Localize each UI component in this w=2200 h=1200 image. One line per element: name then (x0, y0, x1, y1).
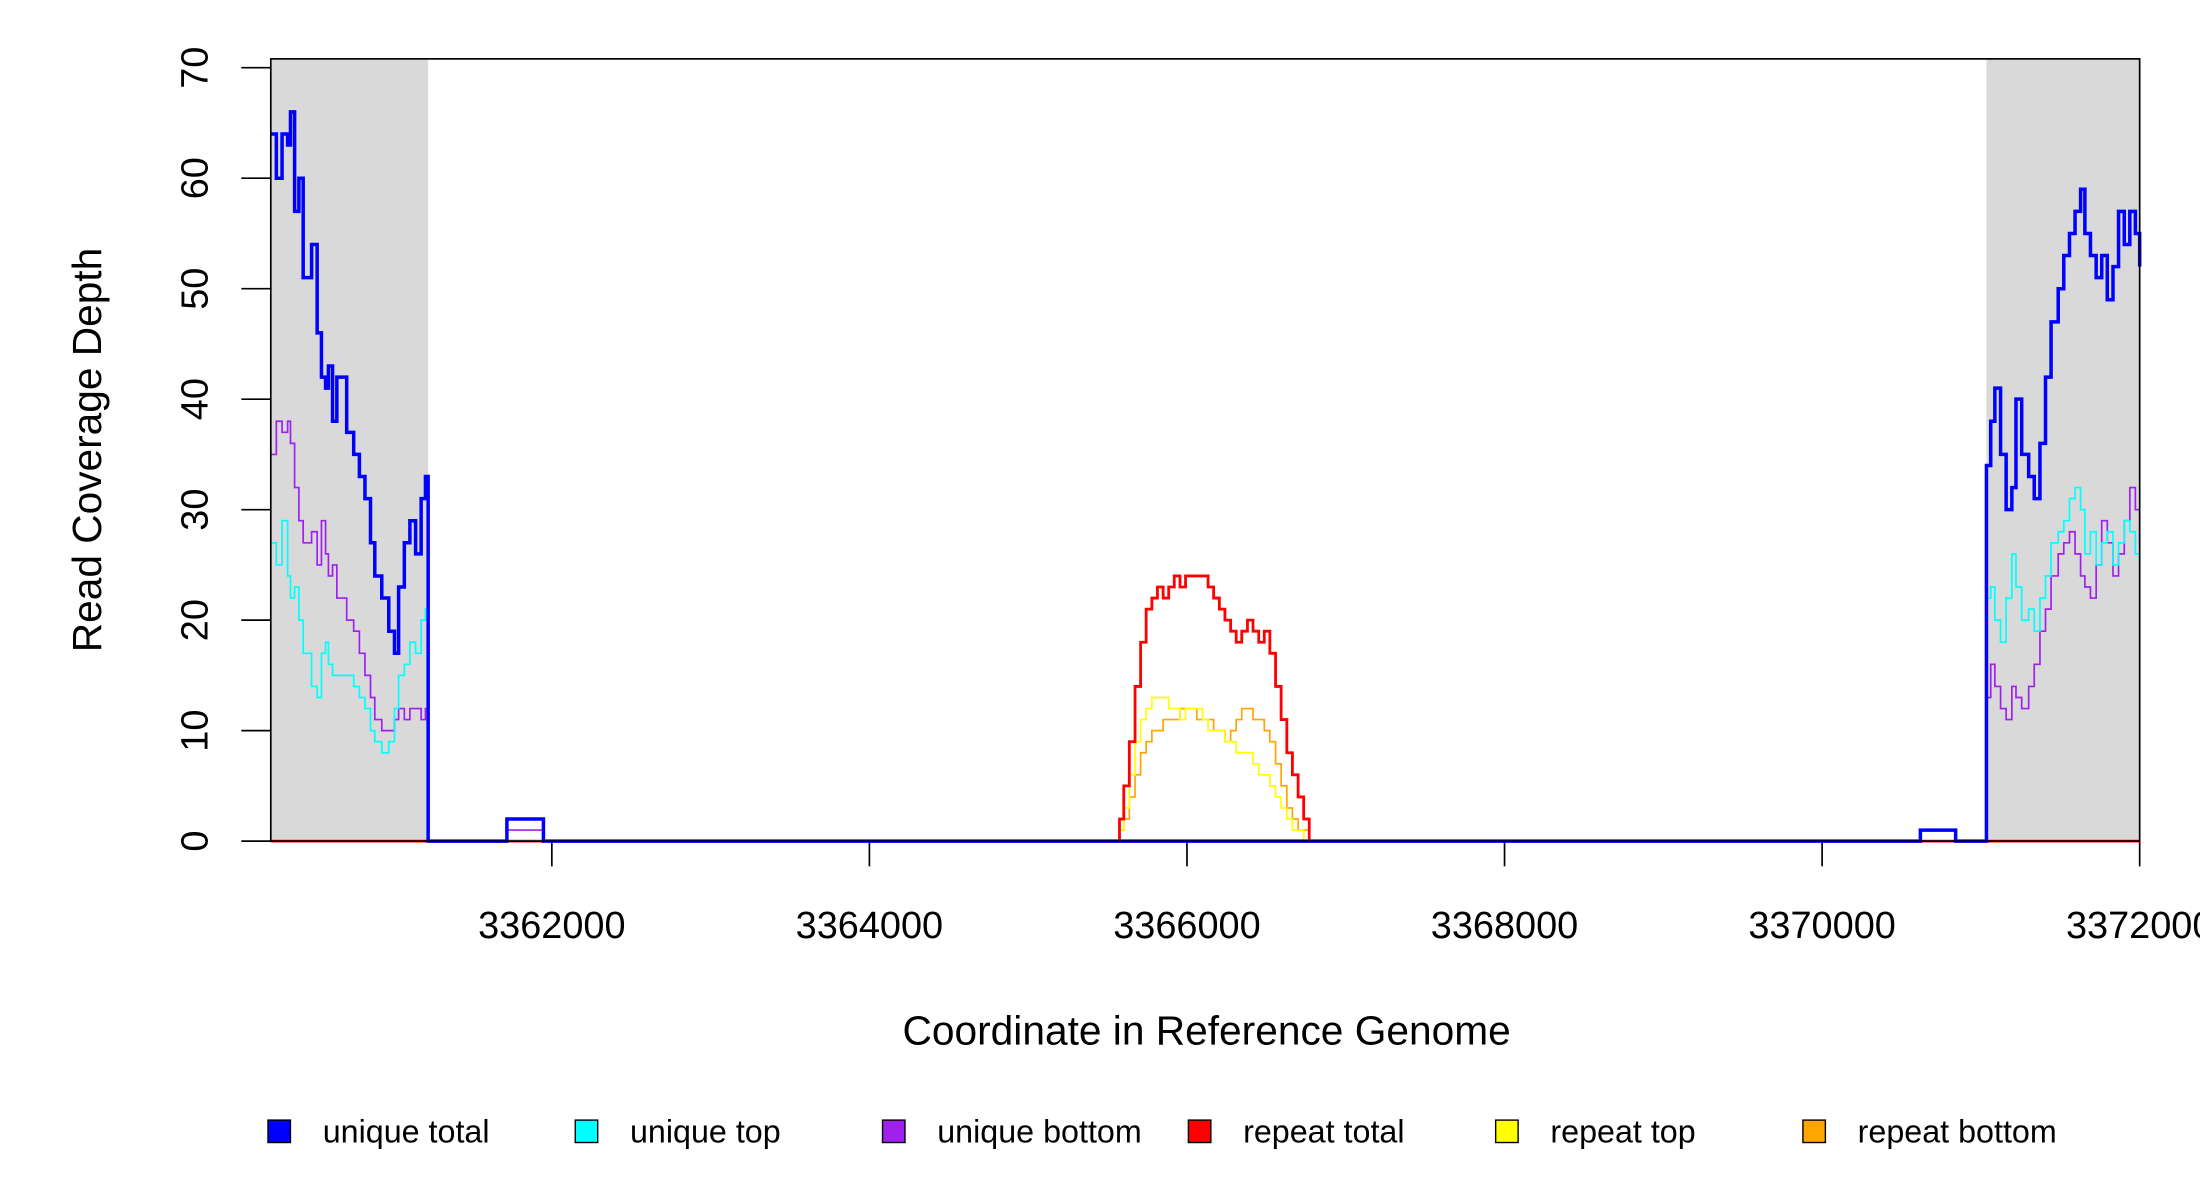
legend-swatch (267, 1119, 292, 1144)
coverage-line (270, 707, 2140, 842)
legend-label: unique top (630, 1114, 781, 1150)
x-tick-label: 3368000 (1431, 905, 1578, 947)
x-tick-label: 3366000 (1113, 905, 1260, 947)
y-tick-label: 30 (175, 489, 217, 531)
y-tick-label: 50 (175, 268, 217, 310)
coverage-line (270, 574, 2140, 843)
x-tick-label: 3372000 (2066, 905, 2200, 947)
legend-label: repeat top (1550, 1114, 1695, 1150)
y-axis-label: Read Coverage Depth (64, 248, 110, 652)
legend-label: repeat total (1243, 1114, 1404, 1150)
legend-swatch (1187, 1119, 1212, 1144)
x-tick-label: 3362000 (478, 905, 625, 947)
y-tick-label: 70 (175, 47, 217, 89)
shaded-region (1986, 58, 2140, 842)
x-tick-label: 3370000 (1748, 905, 1895, 947)
legend-swatch (1802, 1119, 1827, 1144)
plot-frame (269, 58, 2141, 842)
coverage-line (270, 486, 2141, 842)
y-tick-label: 60 (175, 157, 217, 199)
shaded-region (270, 58, 429, 842)
legend-label: unique bottom (937, 1114, 1141, 1150)
legend-swatch (574, 1119, 599, 1144)
coverage-line (270, 420, 2141, 842)
legend-label: unique total (323, 1114, 490, 1150)
y-tick-label: 10 (175, 710, 217, 752)
x-tick-label: 3364000 (796, 905, 943, 947)
y-tick-label: 0 (175, 831, 217, 852)
legend-swatch (881, 1119, 906, 1144)
coverage-line (270, 110, 2142, 843)
coverage-line (270, 696, 2140, 842)
y-tick-label: 40 (175, 378, 217, 420)
legend-label: repeat bottom (1858, 1114, 2057, 1150)
legend-swatch (1494, 1119, 1519, 1144)
y-tick-label: 20 (175, 599, 217, 641)
x-axis-label: Coordinate in Reference Genome (903, 1007, 1511, 1053)
